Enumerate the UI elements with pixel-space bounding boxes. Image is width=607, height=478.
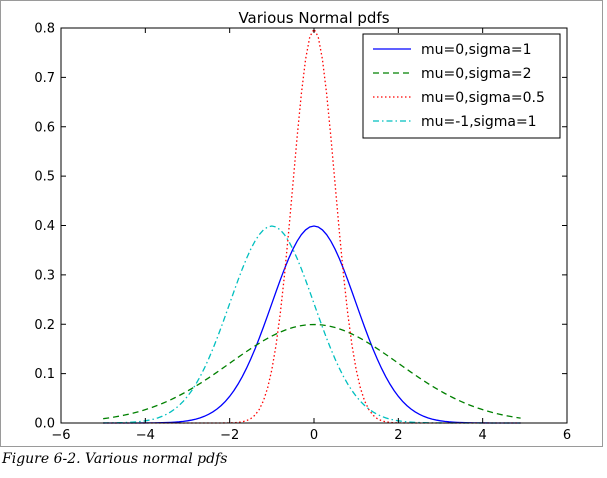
y-tick-label: 0.7 [34, 71, 55, 86]
legend-label-1: mu=0,sigma=1 [421, 42, 532, 58]
legend-label-2: mu=0,sigma=2 [421, 66, 532, 82]
series-line-1 [103, 225, 521, 424]
y-tick-label: 0.2 [34, 318, 55, 333]
legend-label-4: mu=-1,sigma=1 [421, 114, 537, 130]
x-tick-label: 6 [563, 428, 571, 443]
y-tick-label: 0.4 [34, 219, 55, 234]
x-tick-label: 4 [479, 428, 487, 443]
series-line-2 [103, 323, 521, 420]
y-tick-label: 0.0 [34, 417, 55, 432]
x-tick-label: 0 [310, 428, 318, 443]
chart-title: Various Normal pdfs [238, 9, 389, 27]
y-tick-label: 0.5 [34, 170, 55, 185]
x-tick-label: −2 [220, 428, 239, 443]
y-tick-label: 0.8 [34, 22, 55, 37]
x-tick-label: −4 [136, 428, 155, 443]
figure-frame: Various Normal pdfs −6 −4 −2 0 2 4 6 0.0 0.1 0.2 0… [0, 0, 603, 447]
x-tick-label: 2 [394, 428, 402, 443]
legend-label-3: mu=0,sigma=0.5 [421, 90, 545, 106]
y-tick-label: 0.3 [34, 268, 55, 283]
axes-layer: −6 −4 −2 0 2 4 6 0.0 0.1 0.2 0.3 0.4 0.5 0.6 0.7 0.8 [34, 22, 571, 444]
x-tick-label: −6 [51, 428, 70, 443]
y-tick-label: 0.6 [34, 120, 55, 135]
legend: mu=0,sigma=1 mu=0,sigma=2 mu=0,sigma=0.5 mu… [362, 33, 561, 139]
normal-pdfs-chart: Various Normal pdfs −6 −4 −2 0 2 4 6 0.0 0.1 0.2 0… [34, 9, 571, 444]
figure-caption: Figure 6-2. Various normal pdfs [2, 451, 228, 467]
y-tick-label: 0.1 [34, 367, 55, 382]
